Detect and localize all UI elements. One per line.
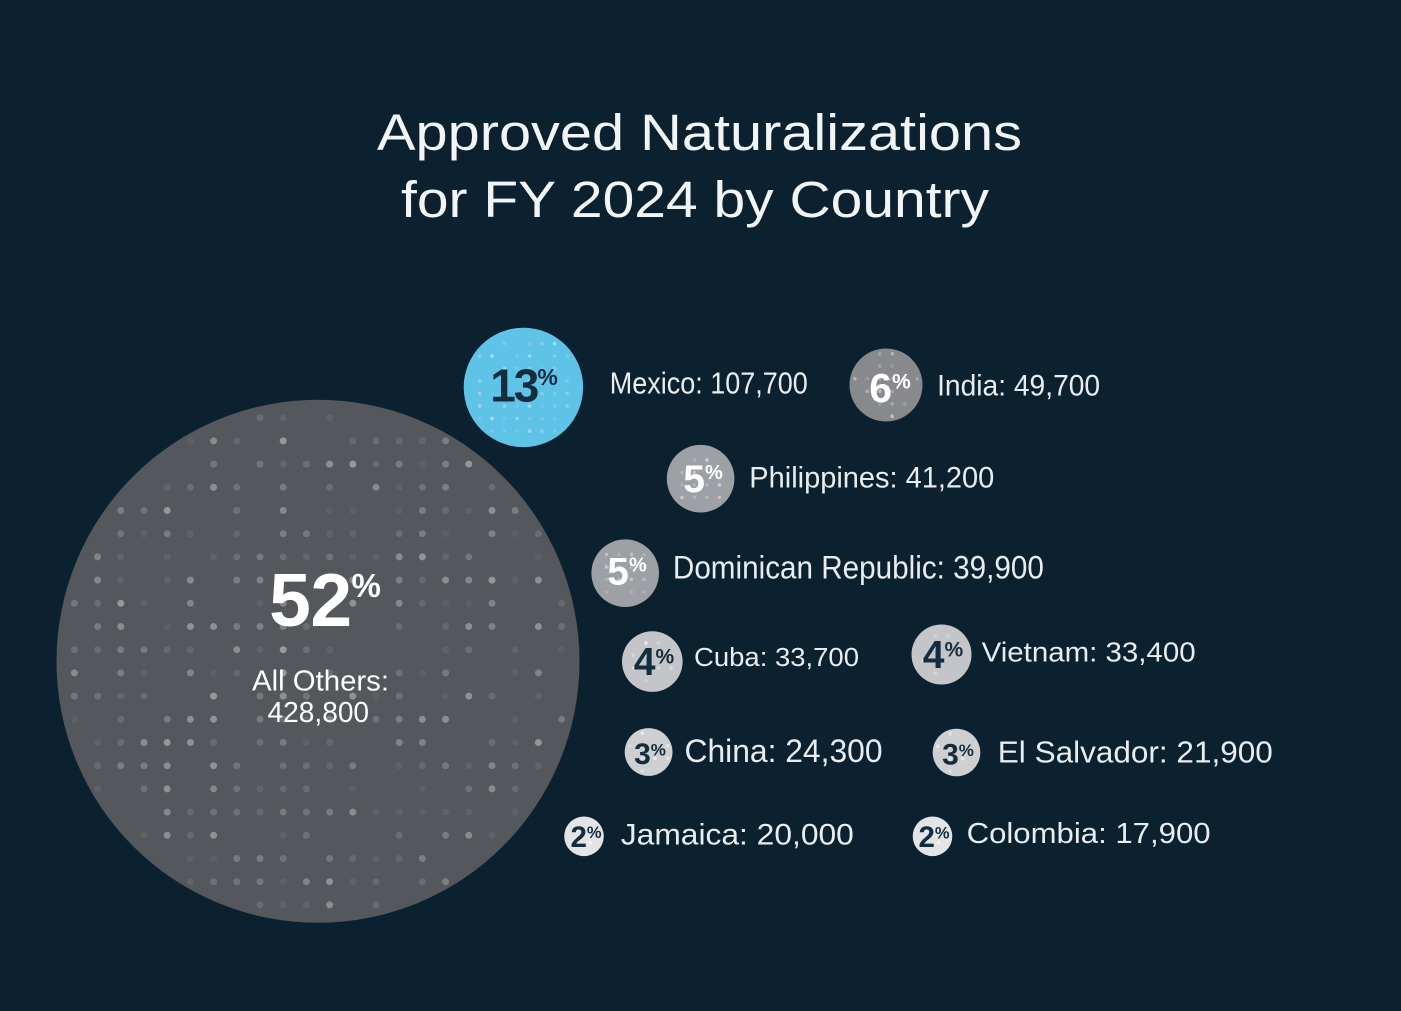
svg-text:4%: 4% xyxy=(634,641,675,684)
svg-text:Approved Naturalizations: Approved Naturalizations xyxy=(377,104,1022,161)
svg-text:India: 49,700: India: 49,700 xyxy=(937,369,1100,402)
svg-text:4%: 4% xyxy=(923,634,964,677)
svg-text:13%: 13% xyxy=(490,360,558,412)
svg-text:China: 24,300: China: 24,300 xyxy=(685,733,883,769)
svg-text:for FY 2024 by Country: for FY 2024 by Country xyxy=(401,171,990,228)
svg-text:5%: 5% xyxy=(607,551,647,594)
svg-text:Vietnam: 33,400: Vietnam: 33,400 xyxy=(982,636,1196,667)
svg-text:5%: 5% xyxy=(683,458,723,501)
svg-text:Philippines: 41,200: Philippines: 41,200 xyxy=(749,462,994,495)
svg-text:El Salvador: 21,900: El Salvador: 21,900 xyxy=(998,735,1273,770)
svg-text:Mexico: 107,700: Mexico: 107,700 xyxy=(610,365,808,400)
svg-text:2%: 2% xyxy=(570,821,601,854)
svg-text:3%: 3% xyxy=(942,739,974,772)
svg-text:2%: 2% xyxy=(918,821,949,854)
svg-text:Dominican Republic: 39,900: Dominican Republic: 39,900 xyxy=(673,549,1044,585)
svg-text:428,800: 428,800 xyxy=(268,697,370,729)
svg-text:3%: 3% xyxy=(634,738,666,771)
svg-text:Cuba: 33,700: Cuba: 33,700 xyxy=(694,644,859,672)
svg-text:Jamaica: 20,000: Jamaica: 20,000 xyxy=(621,818,854,851)
svg-text:Colombia: 17,900: Colombia: 17,900 xyxy=(967,818,1211,850)
svg-text:52%: 52% xyxy=(269,558,381,642)
svg-text:All Others:: All Others: xyxy=(252,666,389,698)
svg-text:6%: 6% xyxy=(869,365,911,411)
